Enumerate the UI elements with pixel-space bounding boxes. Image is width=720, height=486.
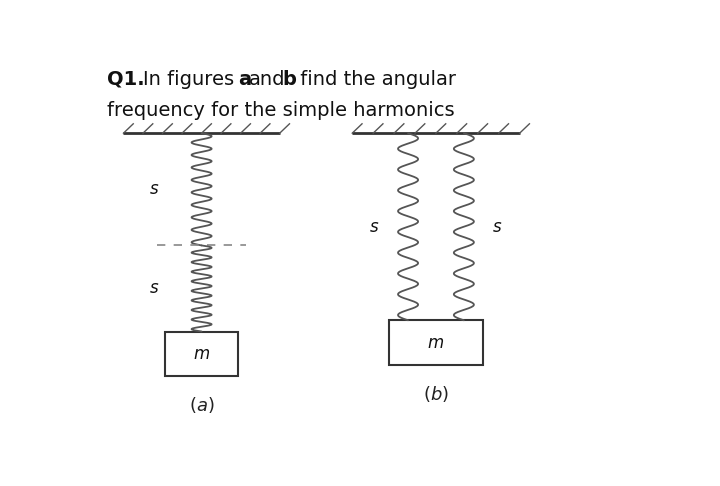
Text: $(b)$: $(b)$ [423,384,449,404]
Text: s: s [370,218,379,236]
Bar [389,320,483,365]
Text: m: m [428,334,444,352]
Text: s: s [150,279,158,297]
Text: In figures: In figures [143,69,234,88]
Text: s: s [493,218,502,236]
Text: $(a)$: $(a)$ [189,395,215,415]
Text: m: m [194,345,210,363]
Text: find the angular: find the angular [294,69,456,88]
Text: and: and [249,69,286,88]
Text: s: s [150,180,158,198]
Text: b: b [282,69,297,88]
Text: frequency for the simple harmonics: frequency for the simple harmonics [107,102,454,121]
Text: Q1.: Q1. [107,69,145,88]
Text: a: a [238,69,251,88]
Bar [166,331,238,376]
